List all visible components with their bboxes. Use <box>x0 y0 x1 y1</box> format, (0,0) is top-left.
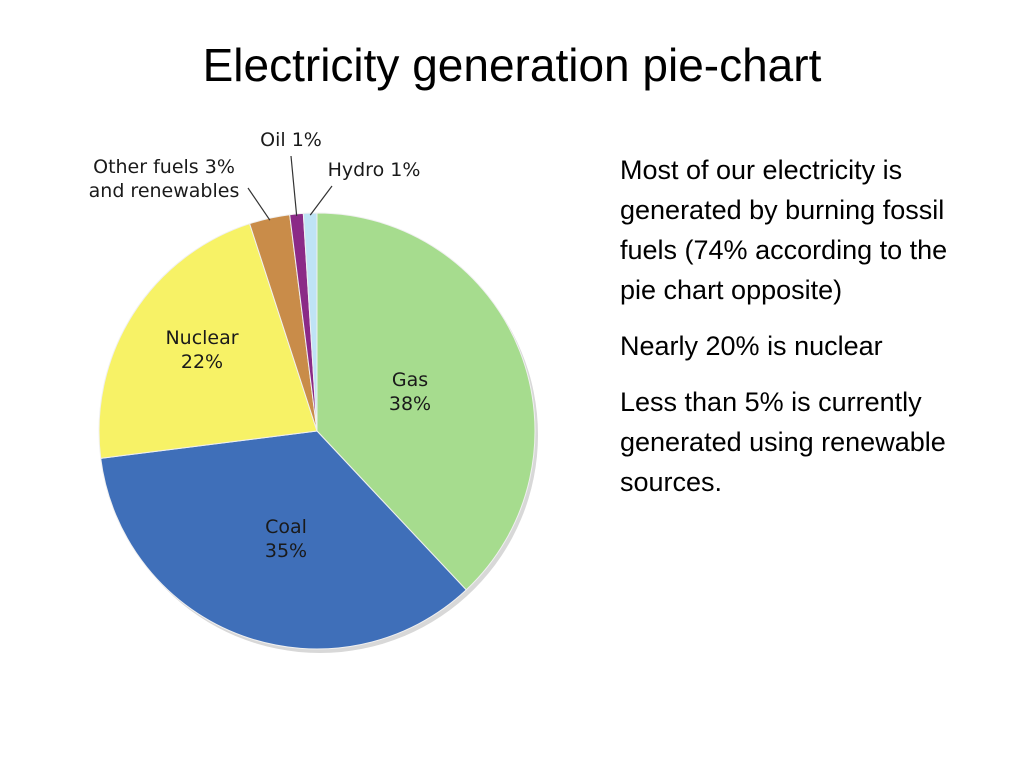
pie-slice-gas <box>316 212 536 591</box>
slice-label-line: Other fuels 3% <box>93 156 235 178</box>
page-title: Electricity generation pie-chart <box>202 39 822 91</box>
slice-label-line: 38% <box>389 393 431 415</box>
pie-slice-coal <box>100 430 467 650</box>
leader-line-other-fuels-and-renewables <box>247 187 271 221</box>
slice-label-line: 22% <box>181 351 223 373</box>
slice-label-line: Oil 1% <box>260 129 322 151</box>
slice-label-nuclear: Nuclear 22% <box>165 327 238 373</box>
description-text: Most of our electricity is generated by … <box>620 150 965 518</box>
leader-line-oil <box>290 155 298 217</box>
slice-label-gas: Gas 38% <box>389 369 431 415</box>
slice-label-line: Hydro 1% <box>328 159 421 181</box>
slice-label-line: Coal <box>265 516 307 538</box>
slice-label-line: and renewables <box>89 180 240 202</box>
pie-chart: Gas 38% Coal 35% Nuclear 22% Other fuels 3% and… <box>80 118 580 678</box>
pie-chart-svg: Gas 38% Coal 35% Nuclear 22% Other fuels 3% and… <box>89 129 538 653</box>
leader-line-hydro <box>309 185 333 216</box>
pie-slice-hydro <box>302 212 318 432</box>
slice-label-line: 35% <box>265 540 307 562</box>
slice-label-line: Nuclear <box>165 327 238 349</box>
paragraph-nuclear: Nearly 20% is nuclear <box>620 331 883 361</box>
slice-label-oil: Oil 1% <box>260 129 322 151</box>
slice-label-other-fuels-and-renewables: Other fuels 3% and renewables <box>89 156 240 202</box>
slice-label-hydro: Hydro 1% <box>328 159 421 181</box>
paragraph-fossil-fuels: Most of our electricity is generated by … <box>620 155 948 305</box>
slice-label-line: Gas <box>392 369 428 391</box>
slice-label-coal: Coal 35% <box>265 516 307 562</box>
pie-slice-nuclear <box>98 223 318 459</box>
paragraph-renewables: Less than 5% is currently generated usin… <box>620 387 946 497</box>
